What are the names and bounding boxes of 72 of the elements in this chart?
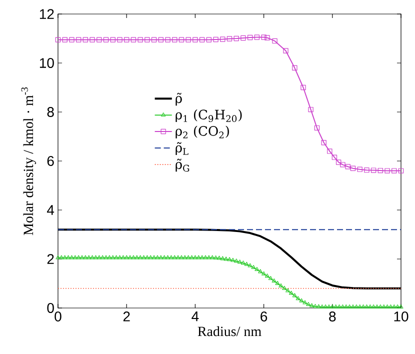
point bbox=[272, 38, 278, 44]
point bbox=[340, 162, 346, 168]
x-tick-label: 8 bbox=[329, 312, 336, 322]
x-tick-label: 0 bbox=[54, 312, 62, 322]
point bbox=[151, 37, 157, 42]
point bbox=[110, 37, 116, 42]
point bbox=[76, 37, 82, 42]
point bbox=[226, 36, 232, 42]
point bbox=[158, 37, 164, 42]
point bbox=[69, 37, 74, 42]
point bbox=[321, 140, 326, 146]
point bbox=[96, 37, 102, 42]
point bbox=[378, 168, 384, 174]
y-tick-label: 10 bbox=[40, 58, 54, 68]
legend-label: ρ̃$_{G}$ bbox=[176, 158, 190, 172]
point bbox=[364, 167, 370, 173]
point bbox=[130, 37, 136, 42]
point bbox=[345, 164, 350, 170]
point bbox=[332, 154, 338, 160]
point bbox=[220, 36, 226, 42]
point bbox=[261, 34, 266, 40]
point bbox=[300, 84, 306, 90]
point bbox=[350, 166, 356, 171]
y-axis-title: Molar density / kmol · m$^{-3}$ bbox=[21, 87, 36, 236]
point bbox=[103, 37, 109, 42]
x-tick-label: 4 bbox=[192, 312, 199, 322]
point bbox=[138, 37, 143, 42]
point bbox=[292, 65, 298, 70]
point bbox=[283, 48, 288, 54]
point bbox=[234, 36, 239, 42]
point bbox=[178, 37, 184, 42]
point bbox=[370, 168, 376, 173]
x-tick-label: 10 bbox=[394, 312, 408, 322]
point bbox=[264, 35, 270, 40]
point bbox=[62, 37, 68, 42]
point bbox=[240, 35, 246, 41]
y-tick-label: 4 bbox=[46, 205, 54, 215]
point bbox=[357, 166, 362, 172]
point bbox=[314, 125, 320, 131]
point bbox=[247, 34, 253, 40]
legend-label: ρ̃$_{L}$ bbox=[176, 142, 188, 155]
y-tick-label: 0 bbox=[47, 303, 54, 313]
point bbox=[165, 37, 170, 42]
point bbox=[192, 37, 198, 42]
y-tick-label: 2 bbox=[47, 254, 54, 264]
y-tick-label: 8 bbox=[47, 107, 54, 117]
point bbox=[327, 148, 332, 154]
point bbox=[55, 37, 61, 42]
point bbox=[336, 160, 342, 165]
x-tick-label: 6 bbox=[260, 312, 268, 322]
point bbox=[186, 37, 191, 42]
point bbox=[124, 37, 130, 42]
point bbox=[172, 37, 178, 42]
legend-label: ρ$_{2}$ (CO$_{2}$) bbox=[176, 126, 229, 138]
x-tick-label: 2 bbox=[123, 312, 130, 322]
point bbox=[206, 37, 212, 42]
point bbox=[254, 34, 260, 40]
legend-label: ρ$_{1}$ (C$_{9}$H$_{20}$) bbox=[176, 109, 242, 122]
point bbox=[144, 37, 150, 42]
point bbox=[82, 37, 88, 42]
y-tick-label: 12 bbox=[40, 9, 54, 19]
point bbox=[90, 37, 95, 42]
point bbox=[213, 36, 218, 42]
point bbox=[308, 106, 314, 112]
point bbox=[384, 168, 390, 174]
point bbox=[117, 37, 122, 42]
point bbox=[398, 168, 404, 174]
x-axis-title: Radius/ nm bbox=[198, 326, 262, 336]
point bbox=[392, 168, 397, 174]
y-tick-label: 6 bbox=[47, 156, 54, 166]
point bbox=[199, 37, 205, 42]
legend-label: ρ̃ bbox=[176, 92, 182, 106]
